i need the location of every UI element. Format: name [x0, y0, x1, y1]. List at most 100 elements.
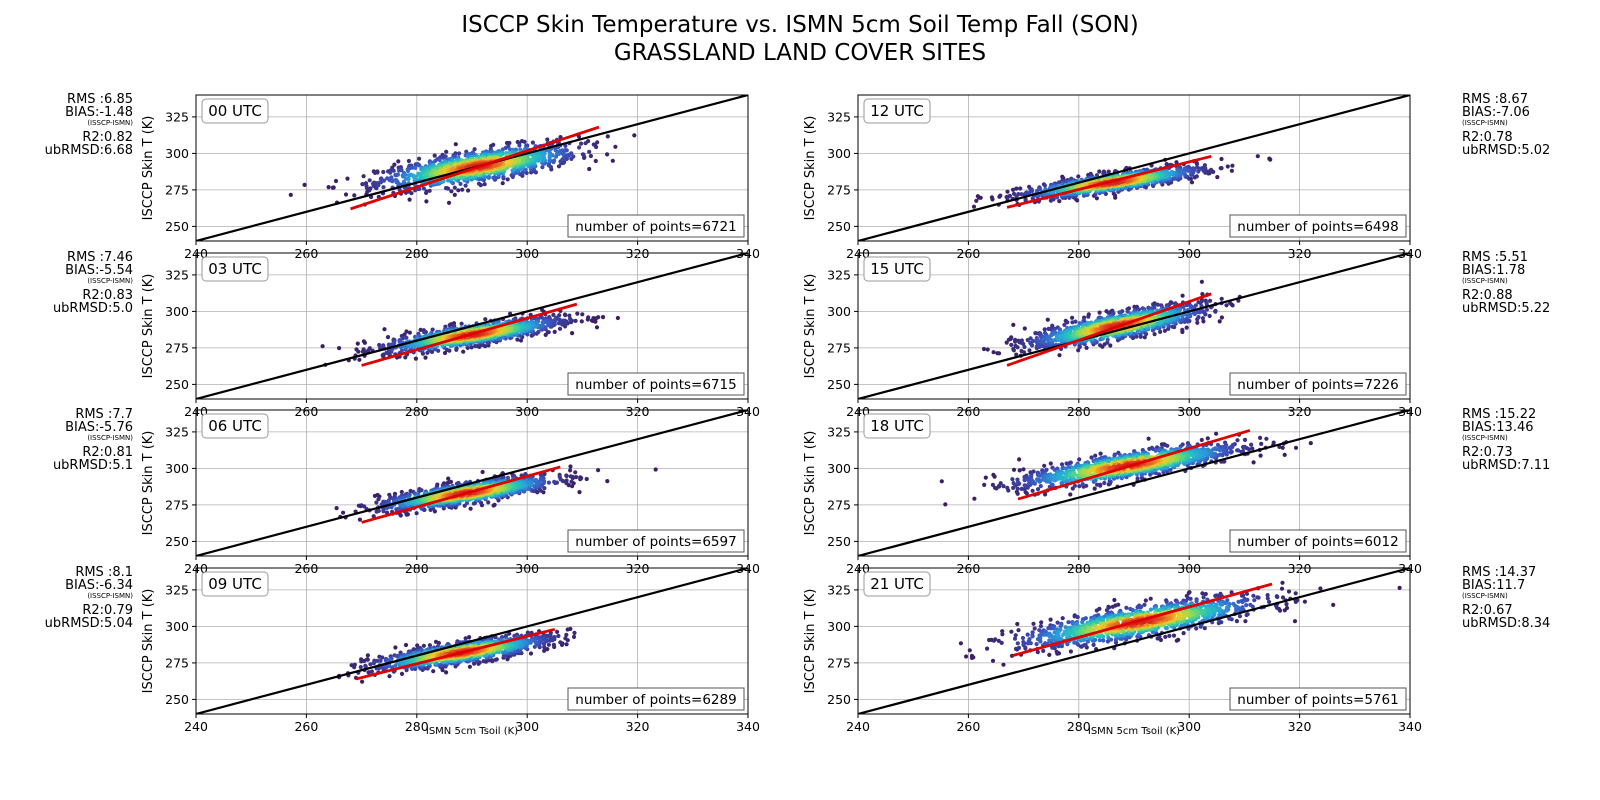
scatter-point [436, 640, 441, 646]
scatter-point [430, 327, 435, 332]
scatter-point [571, 634, 577, 640]
panel-title: 00 UTC [208, 102, 262, 120]
scatter-point [540, 165, 545, 170]
scatter-point [558, 640, 563, 645]
scatter-point [507, 631, 512, 636]
scatter-point [407, 197, 412, 202]
scatter-point [490, 658, 495, 663]
scatter-point [547, 638, 552, 643]
scatter-point [579, 141, 584, 146]
scatter-point [352, 665, 357, 670]
scatter-points [971, 154, 1273, 209]
y-tick-label: 250 [165, 692, 189, 707]
scatter-point [461, 349, 466, 354]
y-tick-label: 250 [165, 219, 189, 234]
scatter-point [615, 315, 621, 321]
scatter-point [501, 174, 506, 180]
scatter-point [564, 473, 569, 479]
scatter-point [605, 152, 610, 157]
scatter-point [444, 670, 449, 675]
y-tick-label: 325 [165, 582, 189, 597]
scatter-point [399, 489, 404, 495]
scatter-point [380, 655, 385, 660]
scatter-point [404, 335, 409, 340]
scatter-point [361, 174, 366, 179]
regression-fit-line [355, 627, 556, 681]
scatter-point [357, 357, 362, 362]
scatter-point [542, 486, 547, 491]
scatter-point [555, 629, 560, 635]
scatter-point [486, 500, 491, 505]
scatter-point [565, 627, 570, 632]
scatter-point [552, 158, 557, 163]
one-to-one-line [196, 253, 748, 399]
scatter-point [331, 185, 336, 190]
scatter-point [423, 330, 428, 335]
x-tick-label: 260 [294, 719, 318, 734]
y-tick-label: 300 [165, 146, 189, 161]
scatter-point [574, 475, 579, 480]
scatter-point [594, 325, 600, 330]
points-count-label: number of points=6721 [575, 219, 736, 235]
scatter-point [467, 635, 472, 640]
scatter-point [392, 341, 397, 346]
scatter-point [564, 642, 569, 647]
scatter-point [632, 133, 637, 138]
scatter-point [1094, 196, 1099, 201]
scatter-point [563, 636, 568, 641]
scatter-point [518, 640, 523, 645]
regression-fit-line [350, 125, 600, 211]
scatter-point [417, 163, 422, 168]
points-count-box [567, 529, 745, 553]
scatter-point [423, 355, 428, 360]
scatter-point [1219, 156, 1224, 162]
scatter-point [375, 658, 380, 663]
y-axis-label: ISCCP Skin T (K) [141, 274, 156, 379]
scatter-point [563, 143, 568, 148]
figure-subtitle: GRASSLAND LAND COVER SITES [613, 40, 987, 66]
points-count-label: number of points=6289 [575, 692, 736, 708]
scatter-point [531, 154, 536, 159]
points-count-box [567, 372, 745, 396]
scatter-point [591, 142, 596, 147]
scatter-point [320, 344, 325, 349]
panel-title: 09 UTC [208, 575, 262, 593]
scatter-point [557, 313, 562, 318]
scatter-point [1019, 192, 1024, 197]
scatter-point [548, 635, 553, 640]
scatter-point [457, 151, 462, 156]
scatter-point [395, 179, 400, 184]
panel-title-box [201, 571, 269, 597]
scatter-point [391, 168, 396, 173]
scatter-point [1005, 189, 1010, 194]
scatter-point [360, 679, 365, 684]
scatter-point [546, 480, 552, 485]
scatter-point [446, 200, 452, 205]
scatter-point [1076, 174, 1081, 179]
scatter-point [452, 185, 457, 190]
scatter-point [610, 158, 615, 163]
scatter-point [587, 166, 592, 172]
scatter-point [288, 192, 293, 197]
panel-title: 06 UTC [208, 417, 262, 435]
scatter-point [522, 640, 527, 646]
scatter-point [403, 642, 409, 648]
points-count-label: number of points=6715 [575, 377, 736, 393]
scatter-point [978, 195, 983, 200]
scatter-point [1007, 193, 1013, 198]
scatter-point [536, 329, 541, 335]
y-tick-label: 250 [165, 534, 189, 549]
scatter-point [567, 313, 572, 318]
scatter-point [578, 475, 583, 480]
scatter-point [538, 638, 543, 643]
scatter-point [556, 633, 561, 639]
scatter-point [362, 340, 367, 345]
scatter-point [505, 177, 510, 182]
scatter-point [401, 179, 406, 184]
scatter-point [1215, 175, 1220, 180]
scatter-point [358, 504, 363, 509]
scatter-point [378, 658, 383, 663]
scatter-point [403, 355, 408, 360]
panel-title: 03 UTC [208, 260, 262, 278]
scatter-point [399, 348, 404, 353]
